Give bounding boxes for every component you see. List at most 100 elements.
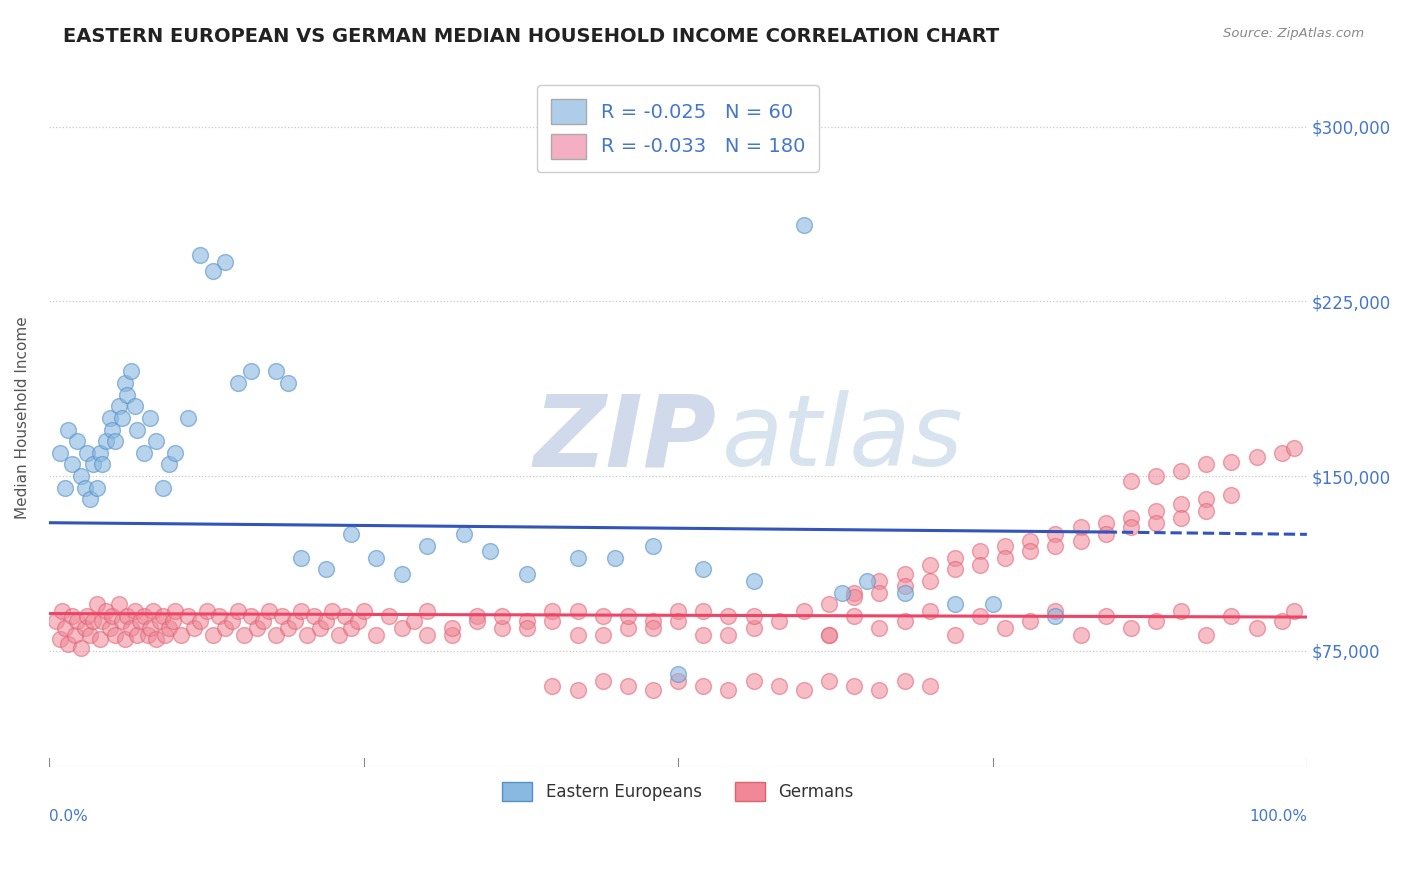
Point xyxy=(981,597,1004,611)
Point xyxy=(284,614,307,628)
Point xyxy=(768,614,790,628)
Legend: Eastern Europeans, Germans: Eastern Europeans, Germans xyxy=(496,775,860,808)
Point xyxy=(1045,527,1067,541)
Point xyxy=(328,627,350,641)
Point xyxy=(139,410,162,425)
Point xyxy=(239,608,262,623)
Point xyxy=(346,614,368,628)
Point xyxy=(58,423,80,437)
Point xyxy=(63,627,86,641)
Point xyxy=(605,550,627,565)
Point xyxy=(868,683,890,698)
Point xyxy=(157,458,180,472)
Point xyxy=(107,597,129,611)
Point xyxy=(844,608,866,623)
Point xyxy=(86,481,108,495)
Point xyxy=(177,608,200,623)
Point xyxy=(104,434,127,449)
Point xyxy=(1170,511,1192,525)
Point xyxy=(1070,520,1092,534)
Point xyxy=(391,566,413,581)
Point xyxy=(1195,458,1218,472)
Point xyxy=(153,627,176,641)
Point xyxy=(157,620,180,634)
Point xyxy=(60,458,83,472)
Point xyxy=(994,539,1017,553)
Point xyxy=(1170,497,1192,511)
Point xyxy=(271,608,294,623)
Point xyxy=(692,562,714,576)
Point xyxy=(1271,614,1294,628)
Point xyxy=(969,558,991,572)
Point xyxy=(1119,474,1142,488)
Point xyxy=(177,410,200,425)
Point xyxy=(98,410,121,425)
Point xyxy=(641,620,664,634)
Point xyxy=(1271,446,1294,460)
Point xyxy=(541,679,564,693)
Point xyxy=(818,627,841,641)
Point xyxy=(1246,620,1268,634)
Point xyxy=(76,446,98,460)
Point xyxy=(183,620,205,634)
Point xyxy=(1119,620,1142,634)
Point xyxy=(94,604,117,618)
Point xyxy=(440,620,463,634)
Point xyxy=(1220,608,1243,623)
Point xyxy=(58,637,80,651)
Point xyxy=(120,364,142,378)
Point xyxy=(742,608,765,623)
Point xyxy=(1045,608,1067,623)
Point xyxy=(117,608,139,623)
Point xyxy=(868,574,890,588)
Point xyxy=(66,614,89,628)
Point xyxy=(340,620,363,634)
Point xyxy=(717,683,740,698)
Point xyxy=(290,604,312,618)
Text: ZIP: ZIP xyxy=(533,391,717,487)
Point xyxy=(793,683,815,698)
Point xyxy=(53,481,76,495)
Point xyxy=(129,614,152,628)
Point xyxy=(366,627,388,641)
Point xyxy=(79,627,101,641)
Point xyxy=(91,614,114,628)
Point xyxy=(340,527,363,541)
Point xyxy=(73,481,96,495)
Point xyxy=(666,614,689,628)
Point xyxy=(641,614,664,628)
Point xyxy=(491,620,513,634)
Point xyxy=(516,566,538,581)
Point xyxy=(818,627,841,641)
Point xyxy=(378,608,401,623)
Point xyxy=(139,620,162,634)
Point xyxy=(101,423,124,437)
Point xyxy=(201,627,224,641)
Point xyxy=(321,604,343,618)
Point xyxy=(918,558,941,572)
Point xyxy=(124,399,146,413)
Point xyxy=(994,620,1017,634)
Point xyxy=(617,620,640,634)
Point xyxy=(844,585,866,599)
Point xyxy=(717,608,740,623)
Point xyxy=(221,614,243,628)
Point xyxy=(107,399,129,413)
Point xyxy=(366,550,388,565)
Point xyxy=(214,620,236,634)
Point xyxy=(943,597,966,611)
Point xyxy=(264,627,287,641)
Point xyxy=(315,614,337,628)
Point xyxy=(404,614,426,628)
Point xyxy=(969,543,991,558)
Point xyxy=(1246,450,1268,465)
Point xyxy=(1119,520,1142,534)
Point xyxy=(86,597,108,611)
Point xyxy=(818,597,841,611)
Point xyxy=(188,614,211,628)
Point xyxy=(89,632,111,647)
Text: 100.0%: 100.0% xyxy=(1249,809,1308,824)
Point xyxy=(742,620,765,634)
Point xyxy=(132,608,155,623)
Point xyxy=(233,627,256,641)
